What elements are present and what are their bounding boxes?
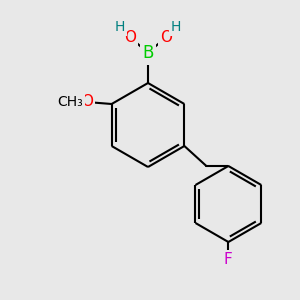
Text: O: O [81, 94, 93, 110]
Text: H: H [115, 20, 125, 34]
Text: O: O [124, 29, 136, 44]
Text: CH₃: CH₃ [57, 95, 83, 109]
Text: F: F [224, 253, 233, 268]
Text: O: O [160, 29, 172, 44]
Text: B: B [142, 44, 154, 62]
Text: H: H [171, 20, 181, 34]
